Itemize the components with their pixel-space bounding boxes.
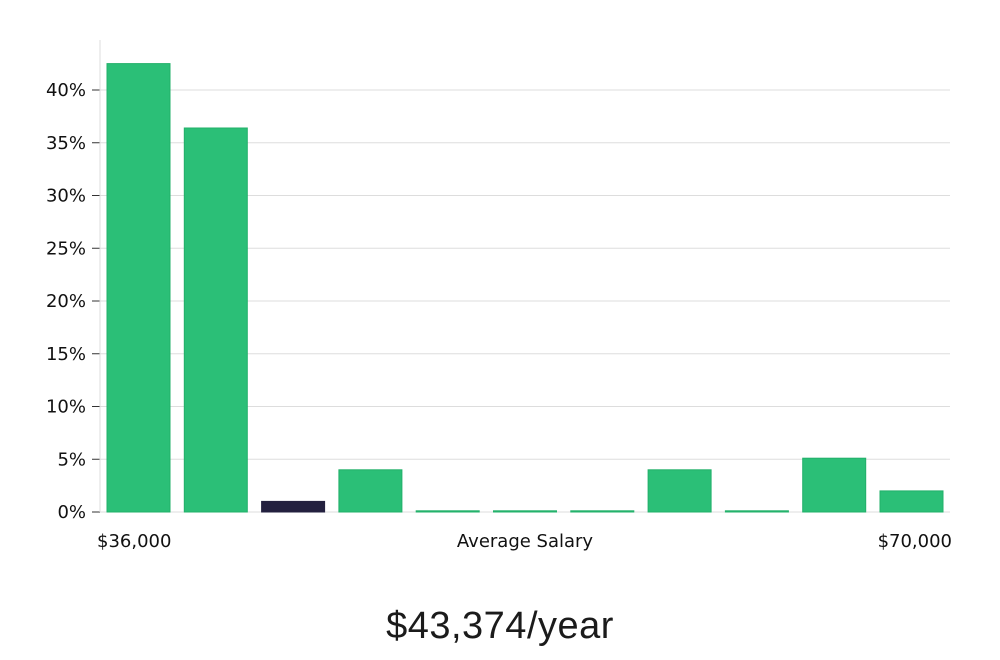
bar-10 <box>802 457 867 513</box>
bar-7 <box>570 510 635 513</box>
y-tick-labels: 0% 5% 10% 15% 20% 25% 30% 35% 40% <box>46 80 100 523</box>
y-tick-label-5: 5% <box>57 449 86 470</box>
bar-3 <box>261 500 326 513</box>
y-tick-label-0: 0% <box>57 502 86 523</box>
bar-1 <box>106 63 171 513</box>
y-tick-label-15: 15% <box>46 344 86 365</box>
y-tick-label-25: 25% <box>46 238 86 259</box>
x-min-label: $36,000 <box>97 531 171 552</box>
y-tick-label-30: 30% <box>46 186 86 207</box>
y-tick-label-20: 20% <box>46 291 86 312</box>
y-tick-label-10: 10% <box>46 397 86 418</box>
bar-9 <box>724 510 789 513</box>
bar-8 <box>647 469 712 513</box>
average-salary-headline: $43,374/year <box>386 605 614 647</box>
y-tick-label-40: 40% <box>46 80 86 101</box>
bar-5 <box>415 510 480 513</box>
bar-6 <box>493 510 557 513</box>
bars <box>106 63 944 513</box>
y-tick-label-35: 35% <box>46 133 86 154</box>
salary-histogram: 0% 5% 10% 15% 20% 25% 30% 35% 40% $36,000 Averag… <box>46 40 952 552</box>
bar-11 <box>879 490 944 513</box>
x-axis-title: Average Salary <box>457 531 594 552</box>
x-max-label: $70,000 <box>878 531 952 552</box>
bar-2 <box>183 127 248 513</box>
bar-4 <box>338 469 403 513</box>
